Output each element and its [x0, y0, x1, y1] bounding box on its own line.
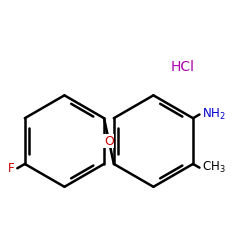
Text: NH$_2$: NH$_2$	[202, 107, 226, 122]
Text: F: F	[8, 162, 15, 175]
Text: CH$_3$: CH$_3$	[202, 160, 226, 175]
Text: HCl: HCl	[171, 60, 195, 74]
Text: O: O	[104, 134, 114, 147]
